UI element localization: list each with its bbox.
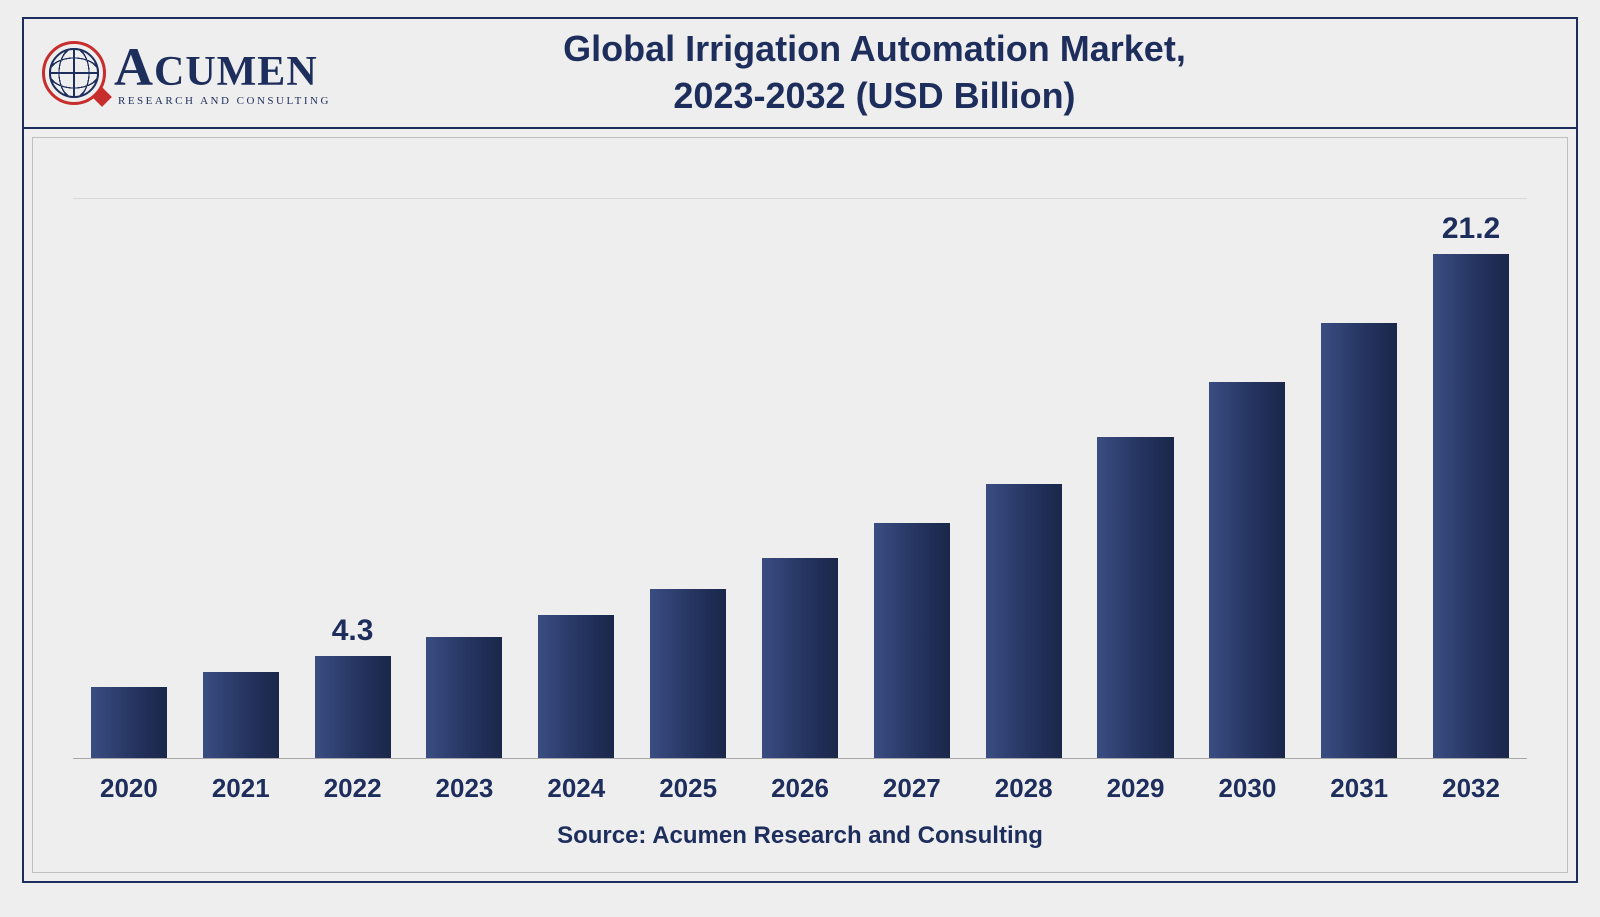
globe-icon	[42, 41, 106, 105]
bar	[1097, 437, 1173, 758]
x-tick: 2020	[73, 773, 185, 804]
x-tick: 2023	[409, 773, 521, 804]
x-tick: 2027	[856, 773, 968, 804]
bar	[91, 687, 167, 758]
x-tick: 2032	[1415, 773, 1527, 804]
logo: ACUMEN RESEARCH AND CONSULTING	[42, 40, 331, 107]
bar-slot: 4.3	[297, 199, 409, 758]
x-tick: 2028	[968, 773, 1080, 804]
chart-container: ACUMEN RESEARCH AND CONSULTING Global Ir…	[22, 17, 1578, 883]
logo-sub-text: RESEARCH AND CONSULTING	[118, 96, 331, 107]
bar-value-label: 4.3	[332, 614, 374, 648]
bar-slot	[73, 199, 185, 758]
x-tick: 2031	[1303, 773, 1415, 804]
plot-area: 4.3 21.2	[33, 138, 1567, 759]
bar-slot	[185, 199, 297, 758]
x-tick: 2022	[297, 773, 409, 804]
bar	[1209, 382, 1285, 758]
bar	[986, 484, 1062, 758]
bar	[1321, 323, 1397, 758]
bar-slot	[744, 199, 856, 758]
x-tick: 2026	[744, 773, 856, 804]
bar-slot	[856, 199, 968, 758]
bar	[538, 615, 614, 758]
bar-slot	[520, 199, 632, 758]
bar-slot	[968, 199, 1080, 758]
x-tick: 2030	[1191, 773, 1303, 804]
bar	[650, 589, 726, 758]
x-tick: 2025	[632, 773, 744, 804]
bar	[1433, 254, 1509, 758]
x-tick: 2029	[1080, 773, 1192, 804]
bars-row: 4.3 21.2	[73, 198, 1527, 759]
logo-main-rest: CUMEN	[154, 49, 318, 95]
bar	[762, 558, 838, 758]
title-line-1: Global Irrigation Automation Market,	[331, 26, 1418, 73]
chart-title: Global Irrigation Automation Market, 202…	[331, 26, 1558, 120]
bar-slot	[1303, 199, 1415, 758]
bar	[426, 637, 502, 758]
bar	[203, 672, 279, 758]
bar	[874, 523, 950, 758]
x-tick: 2024	[520, 773, 632, 804]
logo-text: ACUMEN RESEARCH AND CONSULTING	[114, 40, 331, 107]
bar-slot: 21.2	[1415, 199, 1527, 758]
diamond-icon	[92, 87, 112, 107]
bar-slot	[409, 199, 521, 758]
bar-value-label: 21.2	[1442, 212, 1500, 246]
source-text: Source: Acumen Research and Consulting	[33, 804, 1567, 872]
x-axis: 2020202120222023202420252026202720282029…	[33, 759, 1567, 804]
logo-main-text: ACUMEN	[114, 40, 331, 94]
header: ACUMEN RESEARCH AND CONSULTING Global Ir…	[24, 19, 1576, 129]
x-tick: 2021	[185, 773, 297, 804]
title-line-2: 2023-2032 (USD Billion)	[331, 73, 1418, 120]
bar	[315, 656, 391, 758]
bar-slot	[1080, 199, 1192, 758]
bar-slot	[632, 199, 744, 758]
bar-slot	[1191, 199, 1303, 758]
chart-area: 4.3 21.2 20202021202220232024202520262027…	[32, 137, 1568, 873]
